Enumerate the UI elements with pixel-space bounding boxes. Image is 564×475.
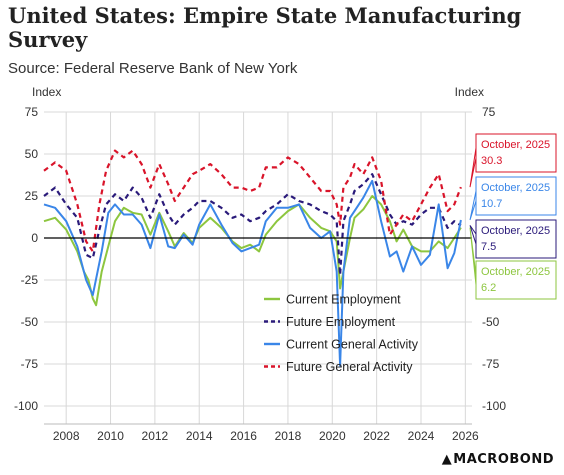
axis-ticks: 75755050252500-25-25-50-50-75-75-100-100…: [14, 85, 506, 443]
x-tick-label: 2010: [97, 429, 124, 443]
x-tick-label: 2016: [230, 429, 257, 443]
macrobond-logo: ▲MACROBOND: [442, 452, 554, 467]
x-tick-label: 2008: [53, 429, 80, 443]
callout-box: [475, 176, 557, 216]
callout-value: 6.2: [481, 282, 496, 294]
callout-box: [475, 260, 557, 300]
y-tick-label-left: 0: [31, 231, 38, 245]
callout-box: [475, 219, 557, 259]
series-line-current-employment: [43, 195, 462, 307]
series-line-future-employment: [43, 173, 462, 277]
x-tick-label: 2022: [363, 429, 390, 443]
chart-title: United States: Empire State Manufacturin…: [8, 3, 522, 52]
callout-value: 30.3: [481, 155, 502, 167]
series-line-future-general-activity: [43, 149, 462, 253]
callout-pointer: [469, 190, 477, 221]
y-tick-label-right: -75: [482, 357, 500, 371]
callout-date: October, 2025: [481, 225, 550, 237]
y-tick-label-right: -100: [482, 399, 506, 413]
x-tick-label: 2020: [319, 429, 346, 443]
y-tick-label-left: -75: [21, 357, 39, 371]
logo-text: MACROBOND: [453, 452, 554, 467]
legend-label: Future General Activity: [286, 360, 413, 374]
callout-value: 7.5: [481, 241, 496, 253]
legend: Current Employment Future Employment Curre…: [264, 293, 419, 374]
y-tick-label-left: 50: [25, 147, 39, 161]
callout-date: October, 2025: [481, 182, 550, 194]
callout-box: [475, 133, 557, 173]
legend-label: Current Employment: [286, 293, 401, 307]
callout-date: October, 2025: [481, 139, 550, 151]
callout-date: October, 2025: [481, 266, 550, 278]
x-tick-label: 2012: [142, 429, 169, 443]
y-axis-label-left: Index: [32, 85, 61, 99]
y-tick-label-left: 25: [25, 189, 39, 203]
logo-mark: ▲: [441, 452, 453, 467]
x-tick-label: 2026: [452, 429, 479, 443]
y-axis-label-right: Index: [455, 85, 484, 99]
legend-label: Future Employment: [286, 315, 396, 329]
series-line-current-general-activity: [43, 179, 462, 367]
y-tick-label-left: -25: [21, 273, 39, 287]
y-tick-label-left: -50: [21, 315, 39, 329]
gridlines: [44, 111, 472, 425]
x-tick-label: 2018: [275, 429, 302, 443]
x-tick-label: 2014: [186, 429, 213, 443]
value-callouts: October, 2025 30.3 October, 2025 10.7 Octobe…: [469, 133, 557, 300]
x-tick-label: 2024: [408, 429, 435, 443]
legend-label: Current General Activity: [286, 338, 419, 352]
callout-value: 10.7: [481, 198, 502, 210]
y-tick-label-left: -100: [14, 399, 38, 413]
y-tick-label-right: -50: [482, 315, 500, 329]
series-lines: [43, 149, 462, 367]
chart-subtitle: Source: Federal Reserve Bank of New York: [8, 60, 298, 77]
y-tick-label-right: 75: [482, 105, 496, 119]
y-tick-label-left: 75: [25, 105, 39, 119]
